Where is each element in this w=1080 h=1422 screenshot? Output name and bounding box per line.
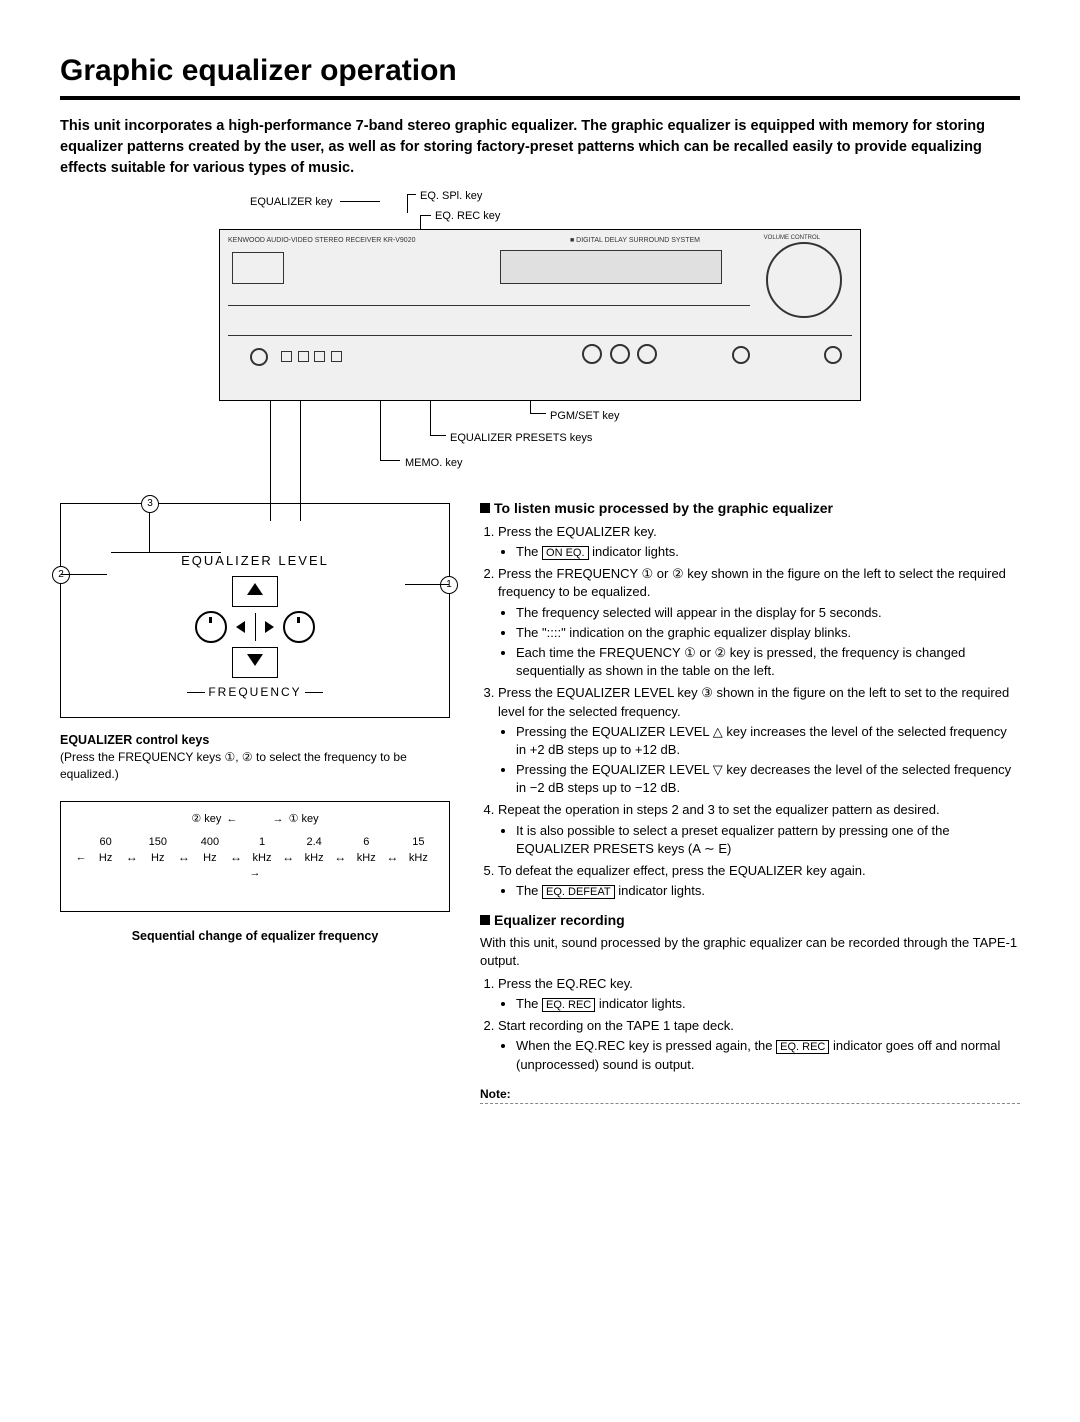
receiver-panel-illustration: KENWOOD AUDIO-VIDEO STEREO RECEIVER KR-V… [219, 229, 861, 401]
phones-jack [250, 348, 268, 366]
listen-s4: Repeat the operation in steps 2 and 3 to… [498, 802, 940, 817]
eq-controls-note: (Press the FREQUENCY keys ①, ② to select… [60, 749, 450, 783]
callout-eq-key: EQUALIZER key [250, 195, 333, 210]
listen-s2: Press the FREQUENCY ① or ② key shown in … [498, 566, 1006, 599]
listen-s5: To defeat the equalizer effect, press th… [498, 863, 866, 878]
volume-knob [766, 242, 842, 318]
eq-rec-indicator-2: EQ. REC [776, 1040, 829, 1054]
key1-label: ① key [289, 813, 319, 825]
key2-label: ② key [191, 813, 221, 825]
band-5-v: 6 [363, 836, 369, 848]
recording-s2b1: When the EQ.REC key is pressed again, th… [516, 1037, 1020, 1074]
recording-s1b1: The EQ. REC indicator lights. [516, 995, 1020, 1013]
listen-s2b2: The "::::" indication on the graphic equ… [516, 624, 1020, 642]
eq-controls-caption: EQUALIZER control keys [60, 732, 450, 750]
circle-2: 2 [52, 566, 70, 584]
frequency-label: FREQUENCY [208, 685, 301, 699]
listen-s5b1: The EQ. DEFEAT indicator lights. [516, 882, 1020, 900]
recording-s2: Start recording on the TAPE 1 tape deck. [498, 1018, 734, 1033]
title-rule [60, 96, 1020, 100]
circle-3: 3 [141, 495, 159, 513]
listen-s1: Press the EQUALIZER key. [498, 524, 657, 539]
band-4-u: kHz [305, 852, 324, 864]
listen-s3b2: Pressing the EQUALIZER LEVEL ▽ key decre… [516, 761, 1020, 797]
level-down-icon [247, 654, 263, 666]
band-6-v: 15 [412, 836, 424, 848]
recording-steps: Press the EQ.REC key. The EQ. REC indica… [480, 975, 1020, 1074]
band-5-u: kHz [357, 852, 376, 864]
band-1-u: Hz [151, 852, 164, 864]
recording-intro: With this unit, sound processed by the g… [480, 934, 1020, 970]
seq-change-caption: Sequential change of equalizer frequency [60, 928, 450, 946]
page-title: Graphic equalizer operation [60, 50, 1020, 92]
band-0-u: Hz [99, 852, 112, 864]
circle-1: 1 [440, 576, 458, 594]
listen-s3b1: Pressing the EQUALIZER LEVEL △ key incre… [516, 723, 1020, 759]
band-1-v: 150 [149, 836, 167, 848]
knob-left [195, 611, 227, 643]
listen-s4b1: It is also possible to select a preset e… [516, 822, 1020, 858]
listen-s3: Press the EQUALIZER LEVEL key ③ shown in… [498, 685, 1009, 718]
callout-pgm-set: PGM/SET key [550, 409, 619, 424]
callout-eq-rec: EQ. REC key [435, 209, 500, 224]
intro-paragraph: This unit incorporates a high-performanc… [60, 116, 1020, 179]
listen-s2b3: Each time the FREQUENCY ① or ② key is pr… [516, 644, 1020, 680]
callout-eq-spl: EQ. SPl. key [420, 189, 482, 204]
listen-s2b1: The frequency selected will appear in th… [516, 604, 1020, 622]
callout-eq-presets: EQUALIZER PRESETS keys [450, 431, 592, 446]
band-6-u: kHz [409, 852, 428, 864]
band-0-v: 60 [100, 836, 112, 848]
tri-right-icon [265, 621, 274, 633]
listen-s1b1: The ON EQ. indicator lights. [516, 543, 1020, 561]
band-3-v: 1 [259, 836, 265, 848]
recording-heading: Equalizer recording [480, 911, 1020, 931]
equalizer-control-diagram: 3 2 1 EQUALIZER LEVEL [60, 503, 450, 718]
panel-box-1 [232, 252, 284, 284]
right-column: To listen music processed by the graphic… [480, 493, 1020, 1104]
note-line: Note: [480, 1086, 1020, 1104]
knob-right [283, 611, 315, 643]
on-eq-indicator: ON EQ. [542, 546, 589, 560]
panel-model-text: KENWOOD AUDIO-VIDEO STEREO RECEIVER KR-V… [228, 236, 416, 246]
listen-heading: To listen music processed by the graphic… [480, 499, 1020, 519]
band-4-v: 2.4 [307, 836, 322, 848]
recording-s1: Press the EQ.REC key. [498, 976, 633, 991]
band-3-u: kHz [253, 852, 272, 864]
band-2-u: Hz [203, 852, 216, 864]
frequency-bands-row: ← 60Hz ↔ 150Hz ↔ 400Hz ↔ 1kHz ↔ 2.4kHz ↔… [69, 835, 441, 881]
callout-memo: MEMO. key [405, 456, 462, 471]
listen-steps: Press the EQUALIZER key. The ON EQ. indi… [480, 523, 1020, 901]
band-2-v: 400 [201, 836, 219, 848]
panel-system-text: ■ DIGITAL DELAY SURROUND SYSTEM [570, 236, 700, 246]
left-column: 3 2 1 EQUALIZER LEVEL [60, 493, 450, 1104]
display-area [500, 250, 722, 284]
eq-defeat-indicator: EQ. DEFEAT [542, 885, 615, 899]
tri-left-icon [236, 621, 245, 633]
eq-level-label: EQUALIZER LEVEL [181, 553, 329, 568]
panel-diagram-area: EQUALIZER key EQ. SPl. key EQ. REC key K… [60, 189, 1020, 481]
level-up-icon [247, 583, 263, 595]
eq-rec-indicator-1: EQ. REC [542, 998, 595, 1012]
volume-label: VOLUME CONTROL [764, 234, 820, 242]
frequency-sequence-diagram: ② key ← → ① key ← 60Hz ↔ 150Hz ↔ 400Hz ↔… [60, 801, 450, 913]
